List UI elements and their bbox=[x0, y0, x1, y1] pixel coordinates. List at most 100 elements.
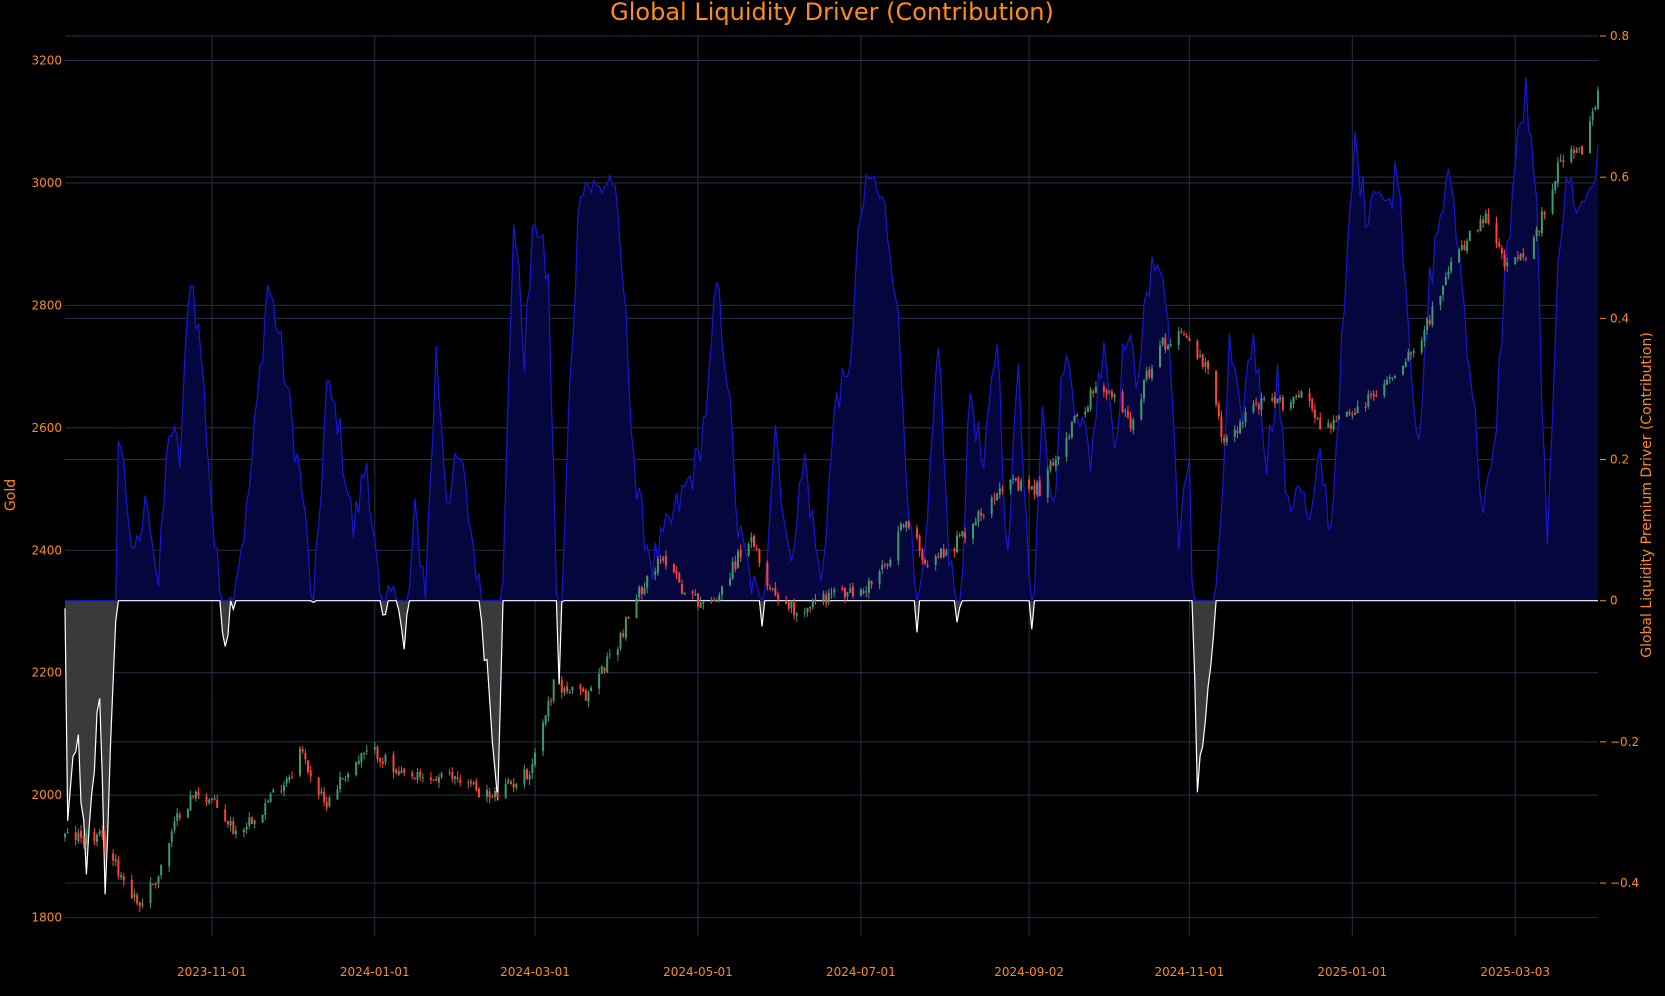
gold-candle-body bbox=[849, 588, 852, 593]
gold-candle-body bbox=[229, 821, 232, 826]
gold-candle-body bbox=[248, 817, 251, 826]
y-left-tick-label: 3200 bbox=[31, 53, 62, 67]
gold-candle-body bbox=[1319, 418, 1322, 430]
gold-candle-body bbox=[416, 772, 419, 780]
gold-candle-body bbox=[990, 497, 993, 515]
gold-candle-body bbox=[795, 613, 798, 616]
gold-candle-body bbox=[141, 903, 144, 906]
gold-candle-body bbox=[93, 831, 96, 841]
gold-candle-body bbox=[640, 587, 643, 595]
gold-candle-body bbox=[937, 556, 940, 558]
gold-candle-body bbox=[325, 801, 328, 808]
gold-candle-body bbox=[905, 521, 908, 528]
gold-candle-body bbox=[814, 599, 817, 601]
gold-candle-body bbox=[656, 559, 659, 573]
gold-candle-body bbox=[1370, 394, 1372, 396]
gold-candle-body bbox=[64, 833, 66, 838]
gold-candle-body bbox=[859, 589, 862, 597]
gold-candle-body bbox=[1332, 419, 1335, 430]
gold-candle-body bbox=[432, 779, 435, 781]
gold-candle-body bbox=[478, 788, 480, 798]
gold-candle-body bbox=[320, 791, 323, 794]
gold-candle-body bbox=[355, 762, 358, 775]
gold-candle-body bbox=[1020, 480, 1023, 490]
gold-candle-body bbox=[1057, 456, 1060, 460]
gold-candle-body bbox=[1335, 421, 1338, 422]
gold-candle-body bbox=[112, 853, 115, 861]
gold-candle-body bbox=[253, 820, 256, 825]
gold-candle-body bbox=[1556, 162, 1559, 183]
y-axis-left-label: Gold bbox=[3, 479, 19, 511]
y-right-tick-label: 0 bbox=[1610, 594, 1618, 608]
y-left-tick-label: 2600 bbox=[31, 421, 62, 435]
gold-candle-body bbox=[587, 692, 590, 702]
gold-candle-body bbox=[280, 790, 283, 792]
gold-candle-body bbox=[563, 687, 566, 693]
gold-candle-body bbox=[683, 592, 686, 595]
gold-candle-body bbox=[486, 789, 488, 797]
gold-candle-body bbox=[1094, 387, 1097, 393]
gold-candle-body bbox=[996, 493, 999, 501]
gold-candle-body bbox=[1538, 230, 1541, 232]
gold-candle-body bbox=[1460, 244, 1463, 250]
gold-candle-body bbox=[739, 549, 742, 558]
gold-candle-body bbox=[830, 593, 833, 595]
gold-candle-body bbox=[889, 560, 892, 566]
y-axis-right-label: Global Liquidity Premium Driver (Contrib… bbox=[1639, 332, 1655, 658]
gold-candle-body bbox=[1017, 478, 1020, 491]
gold-candle-body bbox=[958, 534, 961, 536]
gold-candle-body bbox=[1244, 412, 1247, 423]
gold-candle-body bbox=[459, 779, 462, 783]
gold-candle-body bbox=[347, 773, 350, 778]
gold-candle-body bbox=[1159, 345, 1161, 368]
gold-candle-body bbox=[608, 654, 611, 656]
gold-candle-body bbox=[1148, 369, 1151, 377]
gold-candle-body bbox=[1124, 410, 1127, 412]
gold-candle-body bbox=[846, 592, 849, 597]
gold-candle-body bbox=[758, 550, 761, 564]
liquidity-area-layer bbox=[64, 77, 1599, 895]
gold-candle-body bbox=[1297, 395, 1300, 398]
gold-candle-body bbox=[421, 777, 424, 779]
gold-candle-body bbox=[1167, 345, 1169, 350]
gold-candle-body bbox=[1506, 262, 1509, 267]
gold-candle-body bbox=[1535, 228, 1538, 237]
liquidity-positive-area bbox=[65, 77, 1598, 601]
x-tick-label: 2024-11-01 bbox=[1155, 965, 1225, 979]
gold-candle-body bbox=[883, 564, 886, 566]
gold-candle-body bbox=[977, 511, 980, 523]
gold-candle-body bbox=[160, 865, 163, 876]
gold-candle-body bbox=[1092, 391, 1095, 393]
gold-candle-body bbox=[1589, 121, 1591, 154]
gold-candle-body bbox=[429, 777, 432, 781]
gold-candle-body bbox=[250, 817, 253, 825]
gold-candle-body bbox=[411, 772, 414, 777]
gold-candle-body bbox=[1215, 370, 1218, 405]
gold-candle-body bbox=[341, 778, 344, 780]
gold-candle-body bbox=[232, 821, 235, 835]
gold-candle-body bbox=[694, 593, 697, 596]
gold-candle-body bbox=[926, 565, 929, 567]
gold-candle-body bbox=[731, 562, 734, 580]
gold-candle-body bbox=[1551, 189, 1554, 213]
gold-candle-body bbox=[437, 777, 440, 783]
gold-candle-body bbox=[1402, 366, 1404, 375]
gold-candle-body bbox=[1110, 391, 1113, 397]
gold-candle-body bbox=[85, 833, 88, 844]
gold-candle-body bbox=[400, 770, 403, 774]
gold-candle-body bbox=[1431, 306, 1434, 326]
gold-candle-body bbox=[1102, 386, 1105, 392]
gold-candle-body bbox=[1276, 398, 1279, 404]
gold-candle-body bbox=[747, 544, 750, 556]
gold-candle-body bbox=[1487, 213, 1490, 224]
gold-candle-body bbox=[299, 748, 301, 776]
gold-candle-body bbox=[1375, 395, 1378, 397]
chart-title: Global Liquidity Driver (Contribution) bbox=[610, 0, 1054, 26]
gold-candle-body bbox=[1049, 461, 1052, 470]
gold-candle-body bbox=[526, 769, 528, 779]
gold-candle-body bbox=[1161, 337, 1164, 345]
gold-candle-body bbox=[1126, 411, 1129, 417]
gold-candle-body bbox=[210, 798, 213, 800]
gold-candle-body bbox=[560, 679, 563, 693]
gold-candle-body bbox=[921, 549, 924, 561]
